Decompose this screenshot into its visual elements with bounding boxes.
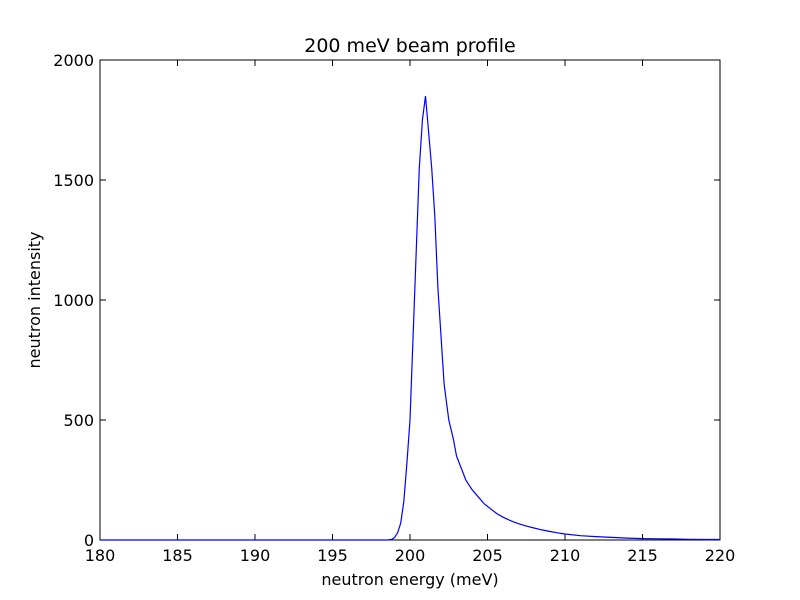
x-tick-label: 190 [240, 546, 271, 565]
x-tick-label: 215 [627, 546, 658, 565]
y-tick-label: 1000 [53, 291, 94, 310]
x-tick-label: 220 [705, 546, 736, 565]
chart-title: 200 meV beam profile [304, 35, 516, 57]
x-tick-label: 205 [472, 546, 503, 565]
x-axis-label: neutron energy (meV) [321, 570, 498, 589]
y-tick-label: 0 [84, 531, 94, 550]
series-line [100, 95, 720, 541]
x-tick-label: 200 [395, 546, 426, 565]
y-tick-label: 1500 [53, 171, 94, 190]
y-axis-label: neutron intensity [25, 231, 44, 368]
x-tick-label: 195 [317, 546, 348, 565]
plot-frame [99, 59, 721, 541]
x-tick-label: 180 [85, 546, 116, 565]
y-tick-label: 500 [63, 411, 94, 430]
x-tick-label: 210 [550, 546, 581, 565]
x-tick-label: 185 [162, 546, 193, 565]
axis-ticks: 180 185 190 195 200 205 210 215 220 0 500 1000 1500 2… [53, 51, 735, 565]
y-tick-label: 2000 [53, 51, 94, 70]
